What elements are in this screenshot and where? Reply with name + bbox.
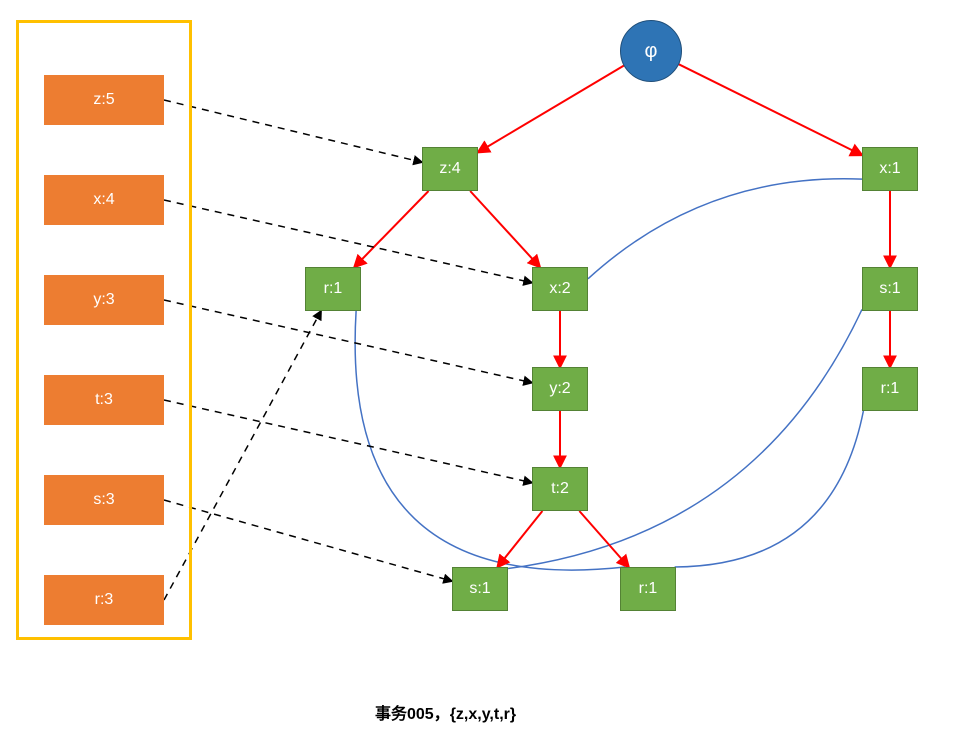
tree-node: x:2 (532, 267, 588, 311)
header-item-label: z:5 (93, 91, 114, 109)
tree-node-label: x:2 (549, 280, 570, 298)
root-label: φ (645, 40, 658, 63)
tree-node: s:1 (452, 567, 508, 611)
tree-node-label: y:2 (549, 380, 570, 398)
tree-node: r:1 (305, 267, 361, 311)
tree-node: y:2 (532, 367, 588, 411)
header-item: y:3 (44, 275, 164, 325)
tree-node-label: z:4 (439, 160, 460, 178)
header-item: x:4 (44, 175, 164, 225)
caption-text: 事务005，{z,x,y,t,r} (375, 706, 516, 723)
dashed-link (164, 300, 532, 383)
blue-link (588, 179, 862, 279)
dashed-link (164, 100, 422, 162)
blue-link (675, 411, 864, 567)
tree-edges-group (354, 63, 890, 567)
tree-node: z:4 (422, 147, 478, 191)
diagram-stage: z:5 x:4 y:3 t:3 s:3 r:3 φ z:4 x:1 r:1 x:2 s:1 y:2 r:1… (0, 0, 953, 729)
header-item: r:3 (44, 575, 164, 625)
blue-link (508, 309, 862, 568)
header-item-label: t:3 (95, 391, 113, 409)
dashed-link (164, 500, 452, 581)
header-item-label: r:3 (95, 591, 114, 609)
tree-node: x:1 (862, 147, 918, 191)
tree-edge (579, 511, 628, 567)
header-item: z:5 (44, 75, 164, 125)
tree-node: s:1 (862, 267, 918, 311)
tree-node-label: s:1 (879, 280, 900, 298)
blue-link (355, 311, 625, 570)
header-item-label: x:4 (93, 191, 114, 209)
header-item-label: s:3 (93, 491, 114, 509)
tree-edge (478, 65, 624, 152)
tree-edge (354, 191, 428, 267)
tree-node-label: r:1 (639, 580, 658, 598)
tree-node-label: x:1 (879, 160, 900, 178)
tree-edge (677, 63, 862, 155)
tree-node: t:2 (532, 467, 588, 511)
blue-links-group (355, 179, 863, 570)
tree-node-label: t:2 (551, 480, 569, 498)
dashed-link (164, 400, 532, 483)
header-item-label: y:3 (93, 291, 114, 309)
tree-node: r:1 (862, 367, 918, 411)
tree-node-label: r:1 (881, 380, 900, 398)
tree-edge (498, 511, 543, 567)
tree-node-label: s:1 (469, 580, 490, 598)
header-item: s:3 (44, 475, 164, 525)
tree-edge (470, 191, 540, 267)
tree-node: r:1 (620, 567, 676, 611)
header-item: t:3 (44, 375, 164, 425)
root-node: φ (620, 20, 682, 82)
caption: 事务005，{z,x,y,t,r} (375, 700, 516, 724)
tree-node-label: r:1 (324, 280, 343, 298)
